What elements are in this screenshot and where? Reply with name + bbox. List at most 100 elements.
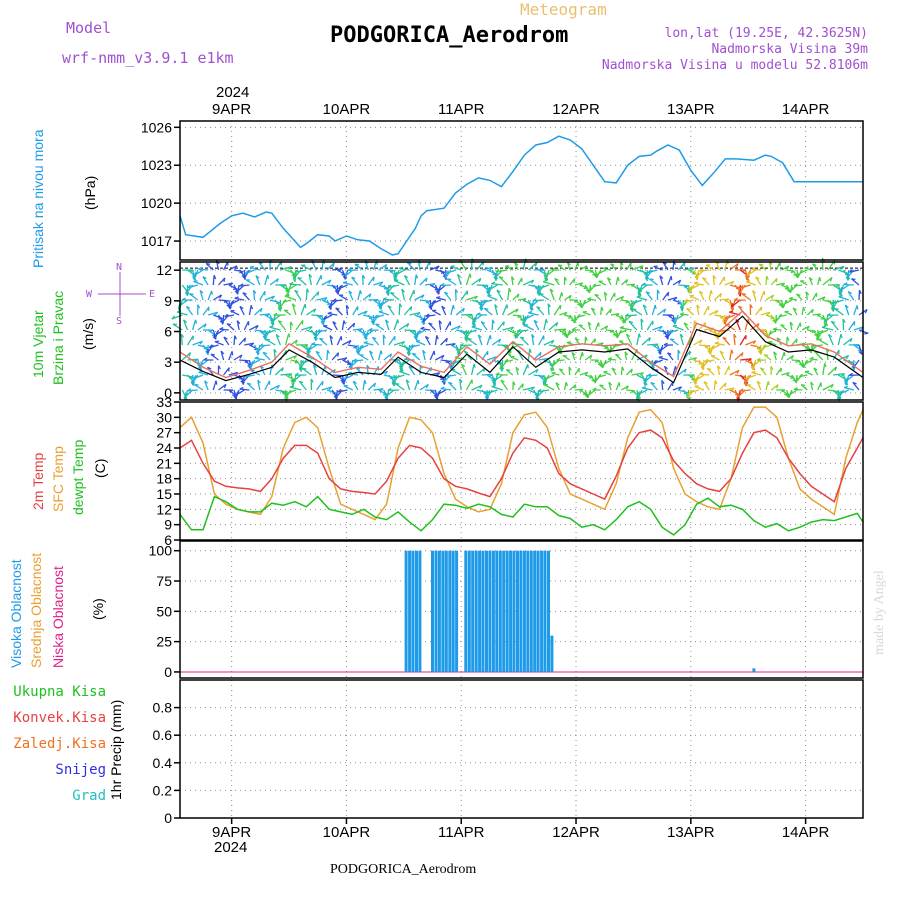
wind-arrow: [667, 352, 674, 361]
wind-arrow: [702, 277, 710, 286]
wind-arrow-head: [786, 265, 790, 270]
wind-arrow: [821, 326, 834, 331]
wind-arrow: [308, 274, 313, 286]
wind-arrow: [492, 374, 503, 383]
wind-arrow: [853, 326, 864, 331]
wind-arrow-head: [589, 354, 593, 360]
wind-arrow-head: [770, 365, 774, 371]
wind-arrow-head: [316, 329, 321, 333]
wind-arrow: [205, 263, 214, 271]
wind-arrow: [678, 389, 688, 394]
wind-arrow: [628, 320, 638, 331]
page-title: PODGORICA_Aerodrom: [330, 23, 569, 48]
wind-arrow: [193, 280, 204, 286]
wind-arrow: [710, 355, 720, 361]
wind-arrow-head: [858, 289, 862, 295]
wind-arrow: [837, 389, 845, 400]
wind-arrow: [337, 357, 347, 361]
wind-arrow-head: [610, 263, 615, 266]
wind-arrow: [385, 389, 395, 398]
wind-arrow: [378, 263, 388, 271]
x-tick-label-bottom: 11APR: [438, 824, 485, 841]
wind-arrow: [335, 307, 343, 316]
wind-arrow: [264, 329, 276, 335]
wind-arrow: [311, 343, 322, 346]
wind-arrow: [394, 279, 405, 286]
wind-arrow-head: [789, 321, 794, 326]
wind-arrow-head: [638, 333, 641, 338]
wind-arrow: [230, 299, 240, 305]
wind-arrow: [471, 277, 482, 286]
wind-arrow: [326, 284, 337, 288]
wind-arrow-head: [491, 385, 496, 388]
wind-arrow-head: [189, 293, 194, 296]
wind-arrow: [491, 282, 503, 286]
wind-arrow: [351, 276, 359, 286]
wind-arrow-head: [288, 333, 291, 338]
cloud-bar: [502, 550, 506, 672]
wind-arrow-head: [768, 330, 772, 335]
wind-arrow: [830, 320, 839, 331]
wind-arrow: [382, 298, 395, 301]
wind-arrow: [398, 323, 410, 331]
wind-arrow: [450, 304, 454, 316]
wind-arrow: [244, 342, 254, 346]
wind-arrow: [425, 314, 436, 317]
wind-arrow: [289, 283, 302, 286]
cloud-bar: [437, 550, 441, 672]
wind-arrow: [672, 386, 682, 391]
wind-arrow-head: [733, 297, 738, 301]
wind-arrow-head: [849, 269, 853, 273]
wind-arrow-head: [780, 368, 782, 373]
wind-arrow-head: [845, 355, 850, 360]
wind-arrow-head: [745, 275, 748, 281]
wind-arrow-head: [206, 348, 209, 353]
wind-arrow: [411, 353, 421, 361]
cloud-bar: [467, 550, 471, 672]
wind-arrow: [832, 265, 845, 271]
wind-arrow-head: [653, 359, 657, 364]
cloud-bar: [448, 550, 452, 672]
wind-arrow: [257, 379, 261, 391]
wind-arrow-head: [543, 376, 547, 381]
wind-arrow: [804, 267, 813, 271]
wind-arrow-head: [491, 281, 496, 285]
legend-hail: Grad: [72, 788, 106, 804]
wind-arrow-head: [259, 307, 263, 313]
y-tick-label: 100: [149, 543, 173, 559]
wind-arrow-head: [574, 337, 580, 341]
wind-arrow-head: [373, 314, 378, 319]
wind-arrow: [533, 320, 540, 331]
wind-arrow: [613, 344, 622, 348]
wind-arrow: [419, 383, 429, 391]
wind-arrow: [352, 380, 359, 391]
wind-arrow-head: [851, 278, 856, 281]
wind-arrow: [294, 289, 302, 301]
wind-arrow-head: [762, 344, 767, 349]
wind-arrow-head: [239, 386, 244, 390]
cloud-bar: [404, 550, 408, 672]
wind-arrow: [845, 374, 855, 382]
wind-arrow-head: [656, 289, 660, 294]
wind-arrow-head: [199, 340, 203, 345]
y-tick-label: 0.8: [153, 700, 173, 716]
wind-arrow: [851, 278, 860, 286]
wind-arrow: [355, 367, 364, 376]
wind-arrow-head: [480, 321, 486, 324]
wind-arrow: [377, 350, 382, 361]
wind-arrow: [703, 305, 709, 316]
wind-arrow-head: [343, 320, 346, 325]
wind-arrow-head: [710, 290, 713, 295]
wind-arrow-head: [247, 382, 252, 385]
wind-arrow: [662, 261, 669, 271]
wind-arrow-head: [767, 381, 770, 386]
wind-arrow-head: [205, 262, 211, 266]
wind-arrow-head: [197, 304, 201, 309]
wind-arrow: [606, 277, 612, 286]
wind-arrow: [496, 289, 504, 301]
wind-arrow: [816, 329, 829, 336]
wind-arrow-head: [828, 333, 833, 338]
y-tick-label: 30: [156, 409, 172, 425]
wind-arrow: [839, 284, 850, 292]
wind-arrow-head: [564, 276, 568, 281]
